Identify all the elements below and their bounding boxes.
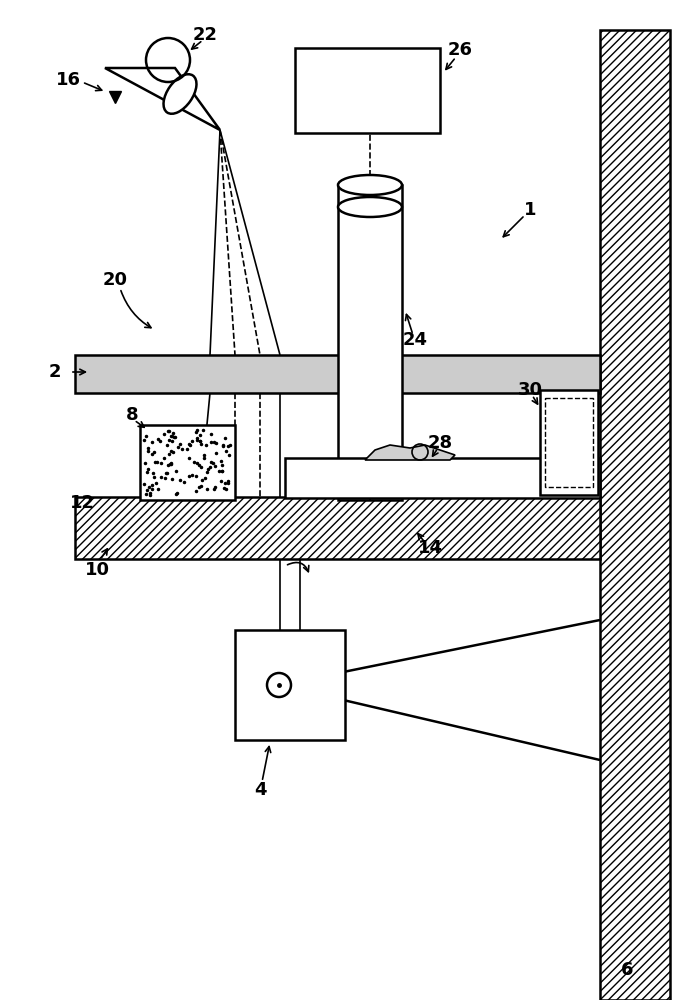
Polygon shape (365, 445, 455, 460)
Bar (600, 30, 670, 1000)
Text: 4: 4 (254, 781, 266, 799)
Ellipse shape (338, 197, 402, 217)
Ellipse shape (163, 74, 197, 114)
Bar (540, 390, 598, 495)
Bar (235, 630, 345, 740)
Bar (75, 497, 600, 559)
Bar (75, 355, 600, 393)
Bar (140, 425, 235, 500)
Text: 20: 20 (102, 271, 128, 289)
Bar (545, 398, 593, 487)
Text: 8: 8 (126, 406, 139, 424)
Text: 16: 16 (55, 71, 81, 89)
Ellipse shape (338, 175, 402, 195)
Text: 30: 30 (518, 381, 542, 399)
Text: 2: 2 (48, 363, 61, 381)
Bar (338, 185, 402, 500)
Bar (295, 48, 440, 133)
Polygon shape (105, 68, 220, 130)
Text: 6: 6 (621, 961, 633, 979)
Text: 1: 1 (524, 201, 536, 219)
Text: 28: 28 (428, 434, 453, 452)
Text: 26: 26 (447, 41, 473, 59)
Bar (285, 458, 600, 498)
Text: 24: 24 (402, 331, 428, 349)
Text: 12: 12 (70, 494, 94, 512)
Text: 10: 10 (85, 561, 109, 579)
Text: 22: 22 (193, 26, 217, 44)
Text: 14: 14 (417, 539, 443, 557)
